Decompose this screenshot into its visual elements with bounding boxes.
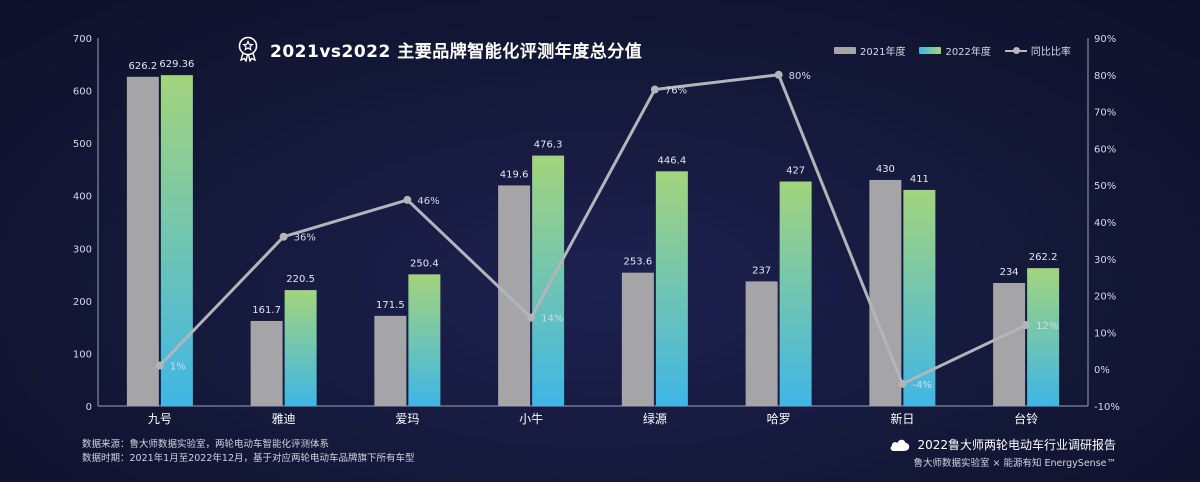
x-category-label: 绿源 bbox=[643, 411, 667, 426]
footer-report-title: 2022鲁大师两轮电动车行业调研报告 bbox=[917, 438, 1116, 452]
yoy-point bbox=[774, 70, 783, 79]
y-right-tick-label: 40% bbox=[1094, 218, 1116, 229]
y-right-tick-label: 20% bbox=[1094, 292, 1116, 303]
bar-2021-value-label: 626.2 bbox=[129, 61, 158, 72]
yoy-value-label: 1% bbox=[170, 362, 186, 373]
bar-2021 bbox=[745, 281, 778, 406]
bar-2022 bbox=[532, 155, 565, 406]
legend-swatch-2021 bbox=[834, 47, 856, 54]
bar-2022 bbox=[655, 171, 688, 406]
yoy-point bbox=[1022, 321, 1031, 330]
bar-2022-value-label: 629.36 bbox=[159, 59, 194, 70]
y-right-tick-label: 30% bbox=[1094, 255, 1116, 266]
bar-2021-value-label: 419.6 bbox=[500, 169, 529, 180]
chart-title: 2021vs2022 主要品牌智能化评测年度总分值 bbox=[236, 36, 642, 62]
bar-2022-value-label: 250.4 bbox=[410, 258, 439, 269]
x-category-label: 新日 bbox=[890, 411, 914, 426]
legend-2022: 2022年度 bbox=[919, 43, 991, 58]
footer-report: 2022鲁大师两轮电动车行业调研报告 bbox=[889, 436, 1116, 453]
y-left-tick-label: 300 bbox=[73, 244, 92, 255]
x-category-label: 台铃 bbox=[1014, 411, 1038, 426]
legend-label-2022: 2022年度 bbox=[945, 47, 991, 58]
yoy-value-label: 14% bbox=[541, 314, 563, 325]
legend-swatch-yoy bbox=[1004, 46, 1027, 55]
footer-credit: 鲁大师数据实验室 × 能源有知 EnergySense™ bbox=[913, 458, 1116, 469]
bar-2022 bbox=[408, 274, 441, 406]
footer-report-block: 2022鲁大师两轮电动车行业调研报告 鲁大师数据实验室 × 能源有知 Energ… bbox=[889, 436, 1116, 469]
footer-source-block: 数据来源：鲁大师数据实验室，两轮电动车智能化评测体系 数据时期：2021年1月至… bbox=[82, 438, 415, 466]
y-left-tick-label: 500 bbox=[73, 139, 92, 150]
bar-2021 bbox=[374, 315, 407, 406]
x-category-label: 雅迪 bbox=[272, 411, 296, 426]
y-right-tick-label: 50% bbox=[1094, 181, 1116, 192]
yoy-value-label: 12% bbox=[1036, 321, 1058, 332]
bar-2022-value-label: 411 bbox=[910, 174, 929, 185]
bar-2022 bbox=[284, 290, 317, 406]
y-left-tick-label: 400 bbox=[73, 192, 92, 203]
yoy-value-label: 46% bbox=[417, 196, 439, 207]
y-left-tick-label: 700 bbox=[73, 34, 92, 45]
legend-swatch-2022 bbox=[919, 47, 942, 54]
y-right-tick-label: 90% bbox=[1094, 34, 1116, 45]
bar-2021-value-label: 171.5 bbox=[376, 300, 405, 311]
y-left-tick-label: 600 bbox=[73, 87, 92, 98]
y-right-tick-label: 0% bbox=[1094, 365, 1110, 376]
y-right-tick-label: 70% bbox=[1094, 108, 1116, 119]
yoy-line bbox=[158, 73, 1027, 386]
bar-2021 bbox=[498, 185, 531, 406]
yoy-point bbox=[650, 85, 659, 94]
bar-2021 bbox=[250, 320, 283, 406]
legend-label-yoy: 同比比率 bbox=[1030, 47, 1071, 58]
bar-2021 bbox=[993, 282, 1026, 406]
bar-2022 bbox=[903, 189, 936, 406]
bar-2022 bbox=[160, 75, 193, 406]
x-category-label: 哈罗 bbox=[767, 412, 791, 426]
footer-source: 数据来源：鲁大师数据实验室，两轮电动车智能化评测体系 bbox=[82, 439, 330, 450]
legend-label-2021: 2021年度 bbox=[860, 47, 906, 58]
yoy-point bbox=[155, 361, 164, 370]
yoy-point bbox=[527, 313, 536, 322]
y-right-tick-label: 10% bbox=[1094, 328, 1116, 339]
bar-2021-value-label: 430 bbox=[876, 164, 895, 175]
yoy-point bbox=[403, 195, 412, 204]
bar-2021-value-label: 161.7 bbox=[252, 305, 281, 316]
yoy-value-label: -4% bbox=[912, 380, 931, 391]
yoy-value-label: 36% bbox=[294, 233, 316, 244]
bar-2021 bbox=[126, 76, 159, 406]
award-badge-icon bbox=[238, 36, 258, 62]
bar-2022-value-label: 220.5 bbox=[286, 274, 315, 285]
bar-2022 bbox=[1027, 268, 1060, 406]
bar-2021-value-label: 253.6 bbox=[624, 257, 653, 268]
y-left-tick-label: 100 bbox=[73, 349, 92, 360]
bar-2021 bbox=[621, 272, 654, 406]
y-left-tick-label: 200 bbox=[73, 297, 92, 308]
yoy-point bbox=[279, 232, 288, 241]
y-right-tick-label: 80% bbox=[1094, 71, 1116, 82]
x-category-label: 爱玛 bbox=[395, 412, 419, 426]
chart-legend: 2021年度 2022年度 同比比率 bbox=[834, 43, 1085, 58]
yoy-value-label: 80% bbox=[789, 71, 811, 82]
yoy-value-label: 76% bbox=[665, 86, 687, 97]
bar-2021-value-label: 237 bbox=[752, 265, 771, 276]
bar-2022-value-label: 446.4 bbox=[658, 155, 687, 166]
x-category-label: 小牛 bbox=[519, 411, 543, 426]
bar-2022-value-label: 262.2 bbox=[1029, 252, 1058, 263]
y-right-tick-label: -10% bbox=[1094, 402, 1120, 413]
bar-2021-value-label: 234 bbox=[1000, 267, 1019, 278]
bar-2022-value-label: 427 bbox=[786, 166, 805, 177]
y-left-tick-label: 0 bbox=[86, 402, 92, 413]
bar-2022-value-label: 476.3 bbox=[534, 140, 563, 151]
x-category-label: 九号 bbox=[148, 412, 172, 426]
cloud-logo-icon bbox=[891, 439, 910, 451]
chart-title-text: 2021vs2022 主要品牌智能化评测年度总分值 bbox=[270, 41, 643, 62]
legend-2021: 2021年度 bbox=[834, 43, 905, 58]
legend-yoy: 同比比率 bbox=[1004, 43, 1071, 58]
bar-2022 bbox=[779, 181, 812, 406]
footer-period: 数据时期：2021年1月至2022年12月，基于对应两轮电动车品牌旗下所有车型 bbox=[82, 453, 415, 464]
yoy-point bbox=[898, 379, 907, 388]
y-right-tick-label: 60% bbox=[1094, 144, 1116, 155]
